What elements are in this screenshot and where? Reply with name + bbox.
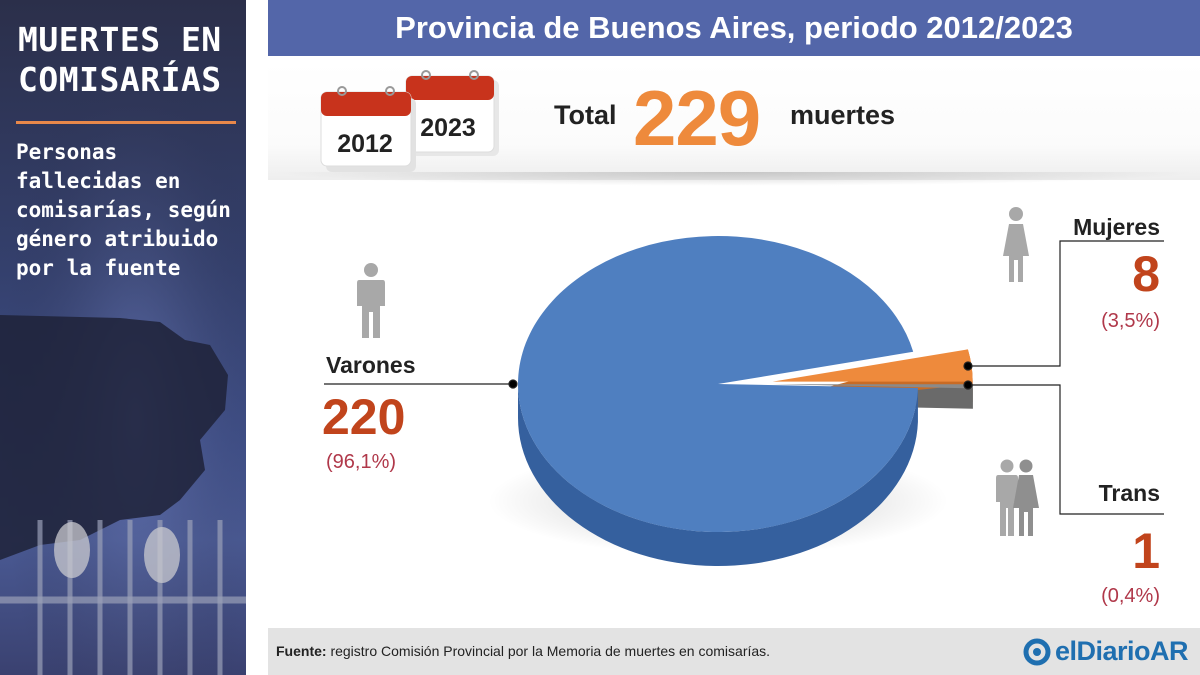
- pie-chart: [324, 235, 1164, 566]
- pie-slice-trans: [772, 384, 973, 389]
- brand-logo-icon: [1023, 638, 1051, 665]
- trans-pct: (0,4%): [1101, 585, 1160, 607]
- jail-bars-illustration: [0, 0, 246, 675]
- woman-icon: [1003, 207, 1029, 282]
- pie-slice-mujeres: [772, 349, 973, 382]
- leader-dot-trans: [963, 380, 973, 390]
- source-label: Fuente:: [276, 643, 327, 659]
- brand: elDiarioAR: [1023, 636, 1189, 667]
- total-band-shadow: [268, 172, 1200, 186]
- source-text: registro Comisión Provincial por la Memo…: [326, 643, 771, 659]
- leader-mujeres: [968, 240, 1164, 367]
- header-band: Provincia de Buenos Aires, periodo 2012/…: [268, 0, 1200, 56]
- varones-pct: (96,1%): [326, 451, 397, 473]
- source-note: Fuente: registro Comisión Provincial por…: [276, 643, 770, 659]
- mujeres-label: Mujeres: [1073, 214, 1160, 240]
- mujeres-value: 8: [1132, 246, 1160, 302]
- leader-dot-mujeres: [963, 361, 973, 371]
- total-label: Total: [554, 100, 617, 130]
- leader-dot-varones: [508, 379, 518, 389]
- man-icon: [357, 263, 385, 338]
- calendar-year-start: 2012: [337, 130, 393, 158]
- sidebar-divider: [16, 121, 236, 124]
- sidebar: MUERTES EN COMISARÍAS Personas fallecida…: [0, 0, 246, 675]
- calendar-icon: 2023 2012: [320, 70, 499, 172]
- sidebar-subtitle: Personas fallecidas en comisarías, según…: [16, 140, 231, 280]
- couple-icon: [996, 459, 1039, 536]
- varones-value: 220: [322, 389, 406, 445]
- leader-trans: [968, 384, 1164, 515]
- page-title: Provincia de Buenos Aires, periodo 2012/…: [395, 10, 1073, 45]
- mujeres-pct: (3,5%): [1101, 310, 1160, 332]
- calendar-year-end: 2023: [420, 114, 476, 142]
- brand-name: elDiarioAR: [1054, 636, 1189, 666]
- total-unit: muertes: [790, 100, 896, 130]
- footer: Fuente: registro Comisión Provincial por…: [268, 628, 1200, 675]
- varones-label: Varones: [326, 352, 416, 378]
- trans-label: Trans: [1098, 480, 1160, 506]
- sidebar-title: MUERTES EN COMISARÍAS: [18, 20, 222, 99]
- trans-value: 1: [1132, 523, 1160, 579]
- pie-side-varones: [518, 384, 918, 566]
- total-value: 229: [633, 74, 761, 162]
- pie-slice-varones: [518, 235, 918, 532]
